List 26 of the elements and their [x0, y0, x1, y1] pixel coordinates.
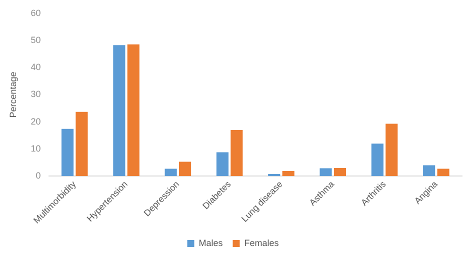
bar: [437, 168, 450, 176]
bar: [230, 130, 243, 176]
legend-label: Females: [244, 238, 280, 248]
y-tick-label: 40: [30, 62, 41, 72]
bar: [216, 152, 229, 176]
y-tick-label: 50: [30, 35, 41, 46]
bar: [127, 44, 140, 176]
y-tick-label: 30: [30, 89, 41, 100]
bar: [164, 168, 177, 176]
bar: [268, 174, 280, 176]
legend-label: Males: [198, 238, 224, 248]
bar: [179, 162, 192, 176]
bar: [282, 170, 294, 176]
y-tick-label: 10: [30, 143, 41, 154]
y-tick-label: 60: [30, 8, 41, 18]
bar: [113, 45, 126, 176]
y-tick-label: 0: [36, 170, 41, 181]
bar: [423, 165, 436, 176]
y-tick-label: 20: [30, 116, 41, 126]
bar: [61, 128, 74, 176]
bar: [320, 168, 332, 176]
bar: [76, 112, 88, 176]
bar: [334, 168, 346, 176]
bar: [371, 144, 384, 176]
y-axis-title: Percentage: [8, 72, 18, 118]
bar: [386, 124, 398, 176]
